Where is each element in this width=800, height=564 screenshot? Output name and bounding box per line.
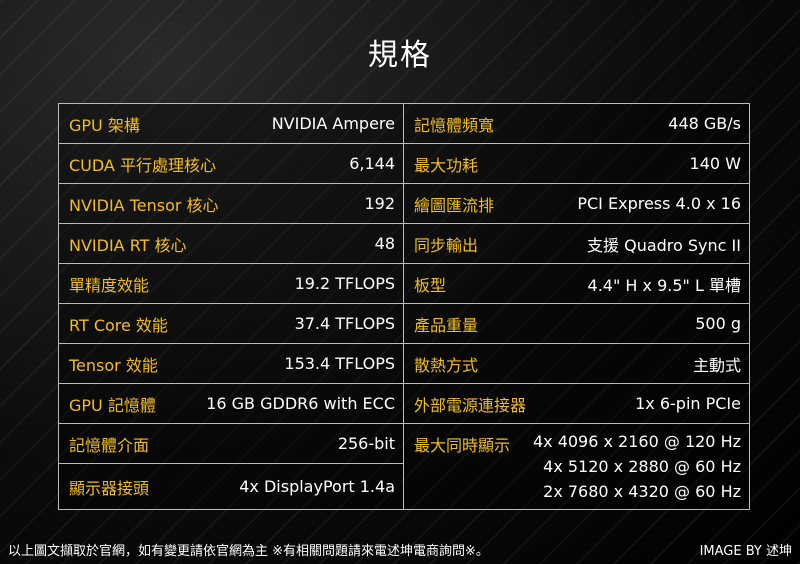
resolution-value: 2x 7680 x 4320 @ 60 Hz [543,482,741,501]
spec-label: 同步輸出 [414,235,479,255]
spec-value: 140 W [689,154,741,173]
right-spec-column: 記憶體頻寬 448 GB/s 最大功耗 140 W 繪圖匯流排 PCI Expr… [404,104,749,509]
spec-value: 192 [364,194,395,213]
spec-row-form-factor: 板型 4.4" H x 9.5" L 單槽 [404,264,749,304]
spec-label: 散熱方式 [414,355,479,375]
spec-label: 單精度效能 [69,275,150,295]
spec-label: RT Core 效能 [69,315,168,335]
spec-label: 記憶體頻寬 [414,115,495,135]
spec-row-tensor-performance: Tensor 效能 153.4 TFLOPS [59,344,403,384]
spec-row-cooling: 散熱方式 主動式 [404,344,749,384]
spec-label: 繪圖匯流排 [414,195,495,215]
spec-label: 板型 [414,275,447,295]
spec-value: 6,144 [349,154,395,173]
spec-row-max-resolution: 最大同時顯示 4x 4096 x 2160 @ 120 Hz 4x 5120 x… [404,424,749,509]
spec-value: 4.4" H x 9.5" L 單槽 [587,275,741,295]
column-divider [403,104,404,509]
spec-row-gpu-architecture: GPU 架構 NVIDIA Ampere [59,104,403,144]
spec-value: 16 GB GDDR6 with ECC [206,394,395,413]
spec-row-rt-cores: NVIDIA RT 核心 48 [59,224,403,264]
resolution-list: 4x 4096 x 2160 @ 120 Hz 4x 5120 x 2880 @… [533,432,741,509]
spec-value: 448 GB/s [668,114,741,133]
spec-row-memory-interface: 記憶體介面 256-bit [59,424,403,464]
footer-note: 以上圖文擷取於官網，如有變更請依官網為主 ※有相關問題請來電述坤電商詢問※。 [8,544,489,559]
spec-label: 產品重量 [414,315,479,335]
spec-label: 外部電源連接器 [414,395,527,415]
spec-value: 1x 6-pin PCIe [635,394,741,413]
page-title: 規格 [368,38,432,73]
spec-label: GPU 架構 [69,115,140,135]
spec-row-memory-bandwidth: 記憶體頻寬 448 GB/s [404,104,749,144]
spec-value: 4x DisplayPort 1.4a [239,477,395,496]
spec-row-power-connector: 外部電源連接器 1x 6-pin PCIe [404,384,749,424]
spec-value: NVIDIA Ampere [271,114,395,133]
spec-label: NVIDIA RT 核心 [69,235,187,255]
spec-row-rt-core-performance: RT Core 效能 37.4 TFLOPS [59,304,403,344]
spec-value: 500 g [695,314,741,333]
spec-table: GPU 架構 NVIDIA Ampere CUDA 平行處理核心 6,144 N… [58,103,750,510]
spec-row-graphics-bus: 繪圖匯流排 PCI Express 4.0 x 16 [404,184,749,224]
spec-row-gpu-memory: GPU 記憶體 16 GB GDDR6 with ECC [59,384,403,424]
resolution-value: 4x 4096 x 2160 @ 120 Hz [532,432,741,451]
spec-label: CUDA 平行處理核心 [69,155,216,175]
spec-value: 48 [374,234,395,253]
spec-row-sync-output: 同步輸出 支援 Quadro Sync II [404,224,749,264]
spec-value: PCI Express 4.0 x 16 [577,194,741,213]
spec-label: NVIDIA Tensor 核心 [69,195,219,215]
spec-row-cuda-cores: CUDA 平行處理核心 6,144 [59,144,403,184]
left-spec-column: GPU 架構 NVIDIA Ampere CUDA 平行處理核心 6,144 N… [59,104,403,509]
spec-label: 顯示器接頭 [69,478,150,498]
image-credit: IMAGE BY 述坤 [699,544,792,559]
spec-value: 256-bit [337,434,395,453]
footer: 以上圖文擷取於官網，如有變更請依官網為主 ※有相關問題請來電述坤電商詢問※。 I… [8,540,792,559]
spec-row-max-power: 最大功耗 140 W [404,144,749,184]
spec-label: GPU 記憶體 [69,395,156,415]
spec-row-display-connectors: 顯示器接頭 4x DisplayPort 1.4a [59,464,403,509]
spec-label: 記憶體介面 [69,435,150,455]
spec-value: 153.4 TFLOPS [284,354,395,373]
spec-label: 最大功耗 [414,155,479,175]
spec-row-tensor-cores: NVIDIA Tensor 核心 192 [59,184,403,224]
spec-row-product-weight: 產品重量 500 g [404,304,749,344]
spec-label: 最大同時顯示 [414,436,511,455]
spec-row-single-precision: 單精度效能 19.2 TFLOPS [59,264,403,304]
spec-value: 37.4 TFLOPS [294,314,395,333]
resolution-value: 4x 5120 x 2880 @ 60 Hz [543,457,741,476]
spec-value: 主動式 [692,355,741,375]
spec-value: 支援 Quadro Sync II [587,235,741,255]
spec-value: 19.2 TFLOPS [294,274,395,293]
spec-label: Tensor 效能 [69,355,158,375]
